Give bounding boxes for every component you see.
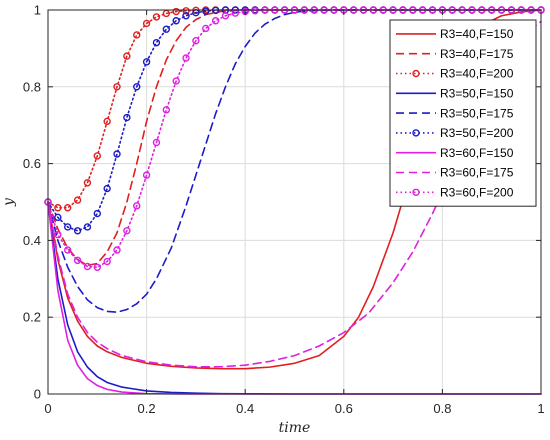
- legend-label: R3=40,F=175: [440, 47, 514, 61]
- series-marker: [123, 52, 131, 60]
- legend-item: R3=40,F=200: [396, 67, 514, 81]
- series-marker: [133, 83, 141, 91]
- legend-label: R3=50,F=200: [440, 126, 514, 140]
- series-marker: [192, 37, 200, 45]
- series-7: [47, 201, 542, 395]
- series-marker: [103, 257, 111, 266]
- series-marker: [142, 19, 151, 28]
- series-marker: [93, 263, 102, 271]
- legend-label: R3=60,F=200: [440, 186, 514, 200]
- legend-label: R3=50,F=175: [440, 106, 514, 120]
- series-marker: [93, 152, 102, 160]
- series-marker: [64, 204, 72, 212]
- x-tick-label: 0.8: [433, 401, 451, 416]
- x-tick-label: 1: [537, 401, 544, 416]
- x-tick-label: 0.6: [335, 401, 353, 416]
- series-marker: [73, 196, 82, 204]
- legend-label: R3=40,F=200: [440, 67, 514, 81]
- series-marker: [142, 58, 151, 66]
- legend-label: R3=40,F=150: [440, 27, 514, 41]
- series-marker: [54, 204, 62, 212]
- series-marker: [123, 113, 131, 122]
- series-5: [47, 9, 542, 314]
- y-axis-label: y: [1, 197, 17, 207]
- series-marker: [64, 246, 72, 254]
- legend-item: R3=60,F=175: [396, 166, 514, 180]
- y-tick-label: 0.8: [23, 79, 41, 94]
- series-marker: [83, 223, 92, 231]
- series-marker: [152, 13, 161, 21]
- x-tick-label: 0: [44, 401, 51, 416]
- legend-item: R3=50,F=150: [396, 87, 514, 101]
- x-tick-labels: 0 0.2 0.4 0.6 0.8 1: [44, 401, 544, 416]
- series-marker: [211, 17, 220, 25]
- series-marker: [113, 150, 121, 158]
- x-tick-label: 0.4: [236, 401, 254, 416]
- legend-item: R3=40,F=150: [396, 27, 514, 41]
- x-axis-label: time: [279, 420, 311, 436]
- legend-item: R3=60,F=150: [396, 146, 514, 160]
- series-marker: [73, 256, 82, 265]
- y-tick-label: 0.2: [23, 310, 41, 325]
- legend-item: R3=60,F=200: [396, 186, 514, 200]
- legend-marker: [412, 69, 420, 78]
- series-marker: [54, 230, 62, 239]
- series-marker: [103, 184, 111, 193]
- legend-item: R3=50,F=175: [396, 106, 514, 120]
- series-line: [47, 201, 542, 395]
- series-line: [47, 201, 542, 395]
- series-4: [47, 201, 542, 395]
- series-marker: [93, 209, 102, 218]
- legend: R3=40,F=150 R3=40,F=175 R3=40,F=200 R3=50,F…: [389, 19, 537, 207]
- legend-item: R3=50,F=200: [396, 126, 514, 140]
- series-marker: [182, 54, 190, 62]
- series-marker: [172, 17, 180, 25]
- y-tick-label: 0.4: [23, 233, 41, 248]
- y-tick-label: 1: [34, 3, 41, 18]
- legend-label: R3=60,F=150: [440, 146, 514, 160]
- series-marker: [133, 202, 141, 210]
- series-marker: [162, 25, 171, 33]
- series-marker: [64, 223, 72, 231]
- legend-label: R3=60,F=175: [440, 166, 514, 180]
- series-marker: [172, 77, 180, 85]
- series-marker: [73, 227, 82, 235]
- series-marker: [152, 38, 161, 47]
- y-tick-label: 0: [34, 387, 41, 402]
- series-marker: [113, 246, 121, 254]
- series-marker: [103, 117, 111, 126]
- plot-frame: [47, 9, 542, 395]
- legend-label: R3=50,F=150: [440, 87, 514, 101]
- series-marker: [133, 31, 141, 39]
- series-marker: [251, 7, 259, 15]
- series-marker: [113, 83, 121, 91]
- series-marker: [54, 213, 62, 222]
- x-tick-label: 0.2: [138, 401, 156, 416]
- series-marker: [152, 138, 161, 147]
- series-marker: [202, 7, 210, 15]
- series-line: [47, 9, 542, 314]
- series-marker: [182, 7, 190, 15]
- y-tick-labels: 0 0.2 0.4 0.6 0.8 1: [23, 3, 41, 402]
- series-marker: [83, 262, 92, 271]
- legend-marker: [412, 129, 420, 137]
- series-marker: [182, 12, 190, 20]
- legend-item: R3=40,F=175: [396, 47, 514, 61]
- series-marker: [83, 179, 92, 187]
- series-marker: [123, 227, 131, 235]
- y-tick-label: 0.6: [23, 156, 41, 171]
- axis-ticks: [47, 9, 542, 395]
- series-marker: [172, 7, 180, 16]
- series-marker: [142, 171, 151, 179]
- series-marker: [162, 106, 171, 114]
- series-marker: [202, 24, 210, 33]
- series-marker: [221, 12, 230, 20]
- legend-box: [389, 19, 537, 207]
- legend-marker: [412, 188, 420, 197]
